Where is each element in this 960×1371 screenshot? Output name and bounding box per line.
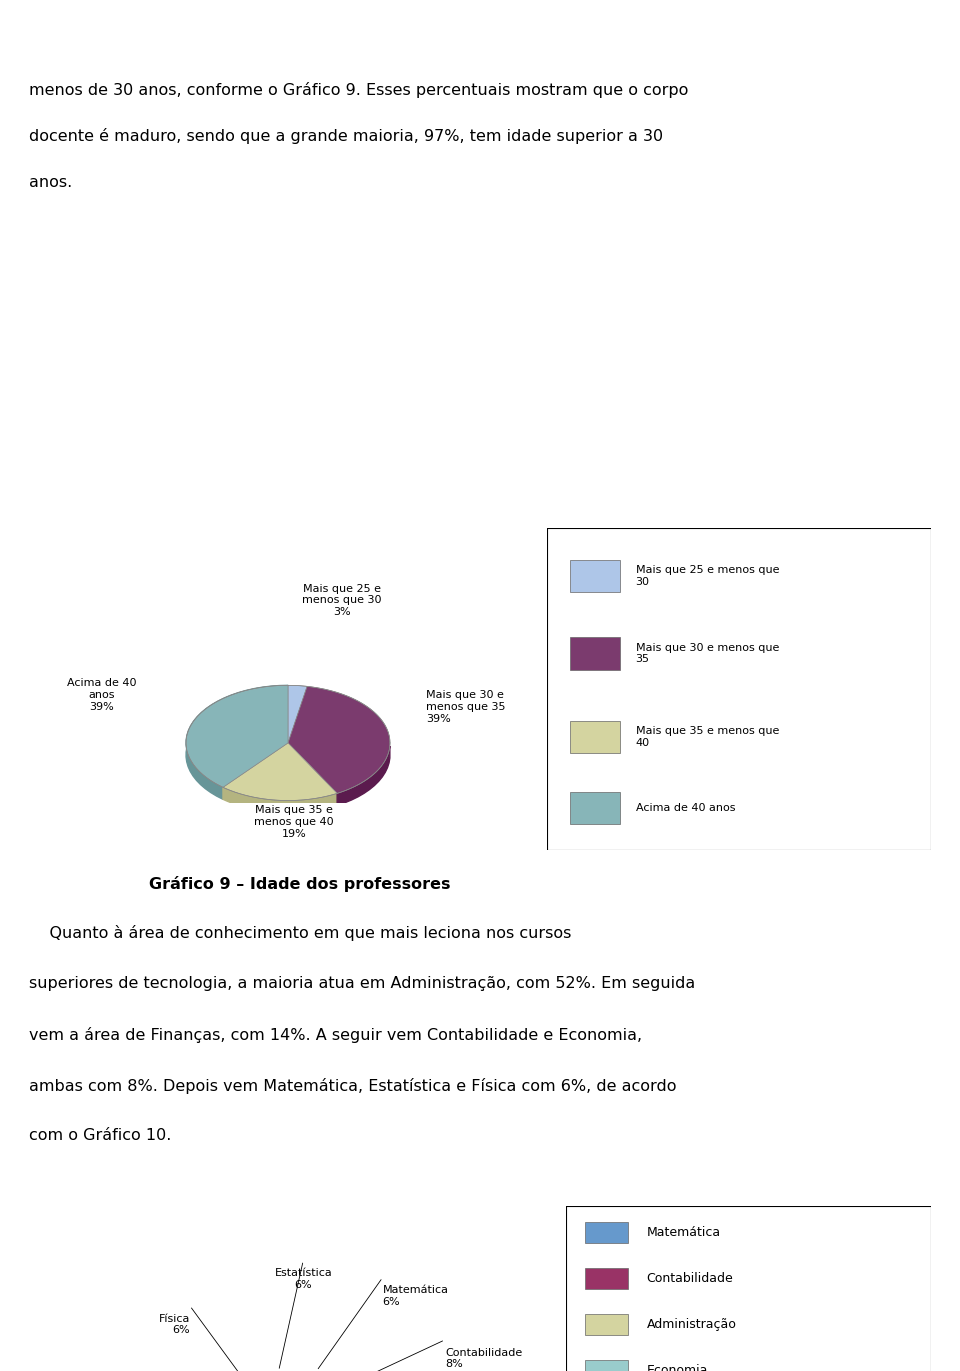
Text: vem a área de Finanças, com 14%. A seguir vem Contabilidade e Economia,: vem a área de Finanças, com 14%. A segui… xyxy=(29,1027,642,1043)
Bar xyxy=(570,559,620,592)
Text: Gráfico 9 – Idade dos professores: Gráfico 9 – Idade dos professores xyxy=(149,876,450,893)
Text: Matemática: Matemática xyxy=(647,1226,721,1239)
Bar xyxy=(570,792,620,824)
Polygon shape xyxy=(223,743,337,801)
Bar xyxy=(585,1223,629,1243)
Text: Estatística
6%: Estatística 6% xyxy=(275,1268,332,1290)
Text: Administração: Administração xyxy=(647,1319,736,1331)
Bar xyxy=(570,721,620,754)
Polygon shape xyxy=(223,787,337,813)
Text: Quanto à área de conhecimento em que mais leciona nos cursos: Quanto à área de conhecimento em que mai… xyxy=(29,925,571,942)
Text: Contabilidade: Contabilidade xyxy=(647,1272,733,1286)
Text: Física
6%: Física 6% xyxy=(158,1313,190,1335)
Text: Contabilidade
8%: Contabilidade 8% xyxy=(445,1348,522,1370)
Text: Mais que 35 e menos que
40: Mais que 35 e menos que 40 xyxy=(636,727,779,749)
Text: Mais que 25 e menos que
30: Mais que 25 e menos que 30 xyxy=(636,565,779,587)
Text: Economia: Economia xyxy=(647,1364,708,1371)
Text: com o Gráfico 10.: com o Gráfico 10. xyxy=(29,1128,171,1143)
Polygon shape xyxy=(288,687,390,794)
Text: menos de 30 anos, conforme o Gráfico 9. Esses percentuais mostram que o corpo: menos de 30 anos, conforme o Gráfico 9. … xyxy=(29,82,688,99)
Polygon shape xyxy=(288,686,307,743)
Bar xyxy=(585,1360,629,1371)
Bar xyxy=(585,1315,629,1335)
Text: Matemática
6%: Matemática 6% xyxy=(383,1286,448,1307)
Polygon shape xyxy=(186,686,288,787)
Text: Mais que 25 e
menos que 30
3%: Mais que 25 e menos que 30 3% xyxy=(302,584,382,617)
Text: Mais que 30 e menos que
35: Mais que 30 e menos que 35 xyxy=(636,643,779,665)
Text: superiores de tecnologia, a maioria atua em Administração, com 52%. Em seguida: superiores de tecnologia, a maioria atua… xyxy=(29,976,695,991)
Bar xyxy=(570,638,620,669)
Text: Mais que 35 e
menos que 40
19%: Mais que 35 e menos que 40 19% xyxy=(254,805,334,839)
Text: ambas com 8%. Depois vem Matemática, Estatística e Física com 6%, de acordo: ambas com 8%. Depois vem Matemática, Est… xyxy=(29,1078,676,1094)
Text: Acima de 40
anos
39%: Acima de 40 anos 39% xyxy=(67,679,136,712)
Text: Mais que 30 e
menos que 35
39%: Mais que 30 e menos que 35 39% xyxy=(426,691,506,724)
Text: Acima de 40 anos: Acima de 40 anos xyxy=(636,803,735,813)
Text: anos.: anos. xyxy=(29,174,72,189)
Polygon shape xyxy=(337,746,390,805)
Text: docente é maduro, sendo que a grande maioria, 97%, tem idade superior a 30: docente é maduro, sendo que a grande mai… xyxy=(29,129,663,144)
Polygon shape xyxy=(186,686,288,799)
Bar xyxy=(585,1268,629,1289)
